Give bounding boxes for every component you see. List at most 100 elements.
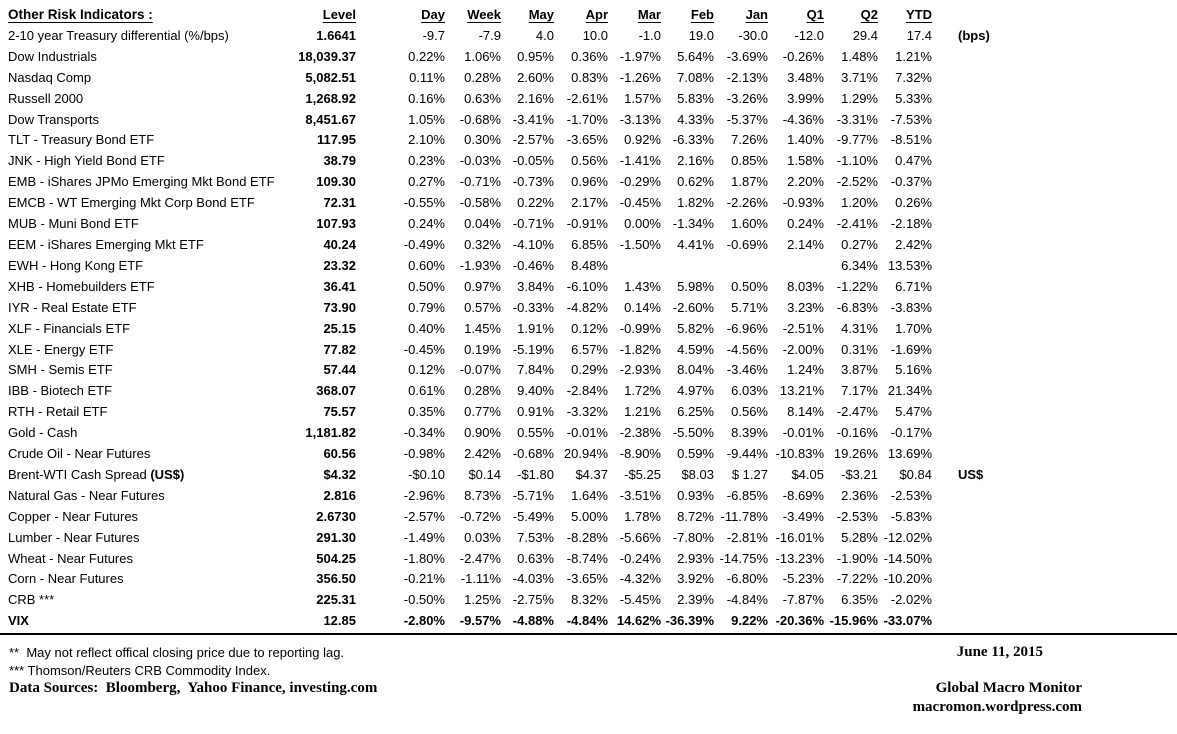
table-row: SMH - Semis ETF 57.44 0.12% -0.07% 7.84% 0.29… [0,360,1176,381]
value-cell: 0.96% [571,174,608,190]
value-cell: 1.48% [841,48,878,64]
table-row: Wheat - Near Futures 504.25 -1.80% -2.47% 0.… [0,549,1176,570]
row-label: XLF - Financials ETF [8,320,131,336]
value-cell [661,256,714,277]
value-cell: 2.42% [464,446,501,462]
value-cell: 8.03% [787,278,824,294]
value-cell: 1.21% [895,48,932,64]
value-cell: -0.01% [782,425,824,441]
value-cell: -16.01% [775,529,824,545]
value-cell: 0.12% [408,362,445,378]
value-cell: 0.92% [624,132,661,148]
column-header-q2: Q2 [860,7,878,22]
value-cell: 6.25% [677,404,714,420]
unit-note [932,569,1176,590]
unit-note [932,89,1176,110]
value-cell: -5.71% [512,487,554,503]
value-cell: -4.10% [512,236,554,252]
value-cell: 1.91% [517,320,554,336]
value-cell: -8.74% [566,550,608,566]
value-cell: 2.14% [787,236,824,252]
value-cell: 0.50% [731,278,768,294]
row-label: 2-10 year Treasury differential (%/bps) [8,27,229,43]
value-cell: 0.93% [677,487,714,503]
value-cell: -12.0 [794,27,824,43]
unit-note [932,528,1176,549]
value-cell: -1.34% [672,216,714,232]
unit-note [932,319,1176,340]
table-row: MUB - Muni Bond ETF 107.93 0.24% 0.04% -0.71… [0,214,1176,235]
row-label: EEM - iShares Emerging Mkt ETF [8,236,204,252]
level-cell: 1.6641 [316,27,356,43]
value-cell: 7.53% [517,529,554,545]
table-row: Dow Transports 8,451.67 1.05% -0.68% -3.41% -… [0,110,1176,131]
value-cell: 0.59% [677,446,714,462]
value-cell: -8.90% [619,446,661,462]
value-cell: 2.36% [841,487,878,503]
value-cell: 0.97% [464,278,501,294]
value-cell: 2.16% [677,153,714,169]
value-cell: -4.56% [726,341,768,357]
value-cell: 1.57% [624,90,661,106]
unit-note: US$ [958,466,984,482]
unit-note [932,277,1176,298]
value-cell: -7.22% [836,571,878,587]
value-cell: 0.62% [677,174,714,190]
value-cell: 1.29% [841,90,878,106]
value-cell: -3.65% [566,132,608,148]
value-cell: 0.04% [464,216,501,232]
value-cell: -2.02% [890,592,932,608]
value-cell: -3.41% [512,111,554,127]
value-cell: -1.22% [836,278,878,294]
value-cell: 3.87% [841,362,878,378]
value-cell: -2.84% [566,383,608,399]
value-cell: -0.37% [890,174,932,190]
column-header-apr: Apr [585,7,608,22]
value-cell: 0.00% [624,216,661,232]
value-cell: 5.98% [677,278,714,294]
value-cell: -3.69% [726,48,768,64]
value-cell: 2.93% [677,550,714,566]
value-cell: -8.28% [566,529,608,545]
value-cell: 0.56% [571,153,608,169]
level-cell: 2.816 [323,487,356,503]
value-cell: 0.40% [408,320,445,336]
report-date: June 11, 2015 [956,644,1043,661]
value-cell: 5.71% [731,299,768,315]
footnote-crb-index: *** Thomson/Reuters CRB Commodity Index. [9,662,271,678]
value-cell: 1.64% [571,487,608,503]
table-row: Dow Industrials 18,039.37 0.22% 1.06% 0.95% 0… [0,47,1176,68]
value-cell: 9.22% [731,613,768,629]
value-cell: 6.35% [841,592,878,608]
value-cell [714,256,768,277]
value-cell: -7.9 [478,27,501,43]
level-cell: 38.79 [323,153,356,169]
value-cell: 1.40% [787,132,824,148]
value-cell: 19.26% [833,446,878,462]
value-cell: -0.93% [782,195,824,211]
column-header-q1: Q1 [806,7,824,22]
value-cell: 3.23% [787,299,824,315]
value-cell: -2.81% [726,529,768,545]
value-cell: 1.60% [731,216,768,232]
value-cell: 0.31% [841,341,878,357]
value-cell: -8.51% [890,132,932,148]
value-cell: -14.50% [883,550,932,566]
value-cell: 13.21% [779,383,824,399]
value-cell: -0.49% [403,236,445,252]
level-cell: 36.41 [323,278,356,294]
table-row: 2-10 year Treasury differential (%/bps) 1… [0,26,1176,47]
table-row: EWH - Hong Kong ETF 23.32 0.60% -1.93% -0.46… [0,256,1176,277]
brand-name: Global Macro Monitor [935,680,1082,697]
value-cell: 2.39% [677,592,714,608]
row-label: Dow Transports [8,111,100,127]
value-cell: 3.92% [677,571,714,587]
value-cell: -0.73% [512,174,554,190]
value-cell: -5.50% [672,425,714,441]
value-cell: -2.13% [726,69,768,85]
table-row: Natural Gas - Near Futures 2.816 -2.96% 8.7… [0,486,1176,507]
value-cell: -10.20% [883,571,932,587]
value-cell: -9.57% [459,613,501,629]
value-cell: -2.18% [890,216,932,232]
value-cell: -6.85% [726,487,768,503]
